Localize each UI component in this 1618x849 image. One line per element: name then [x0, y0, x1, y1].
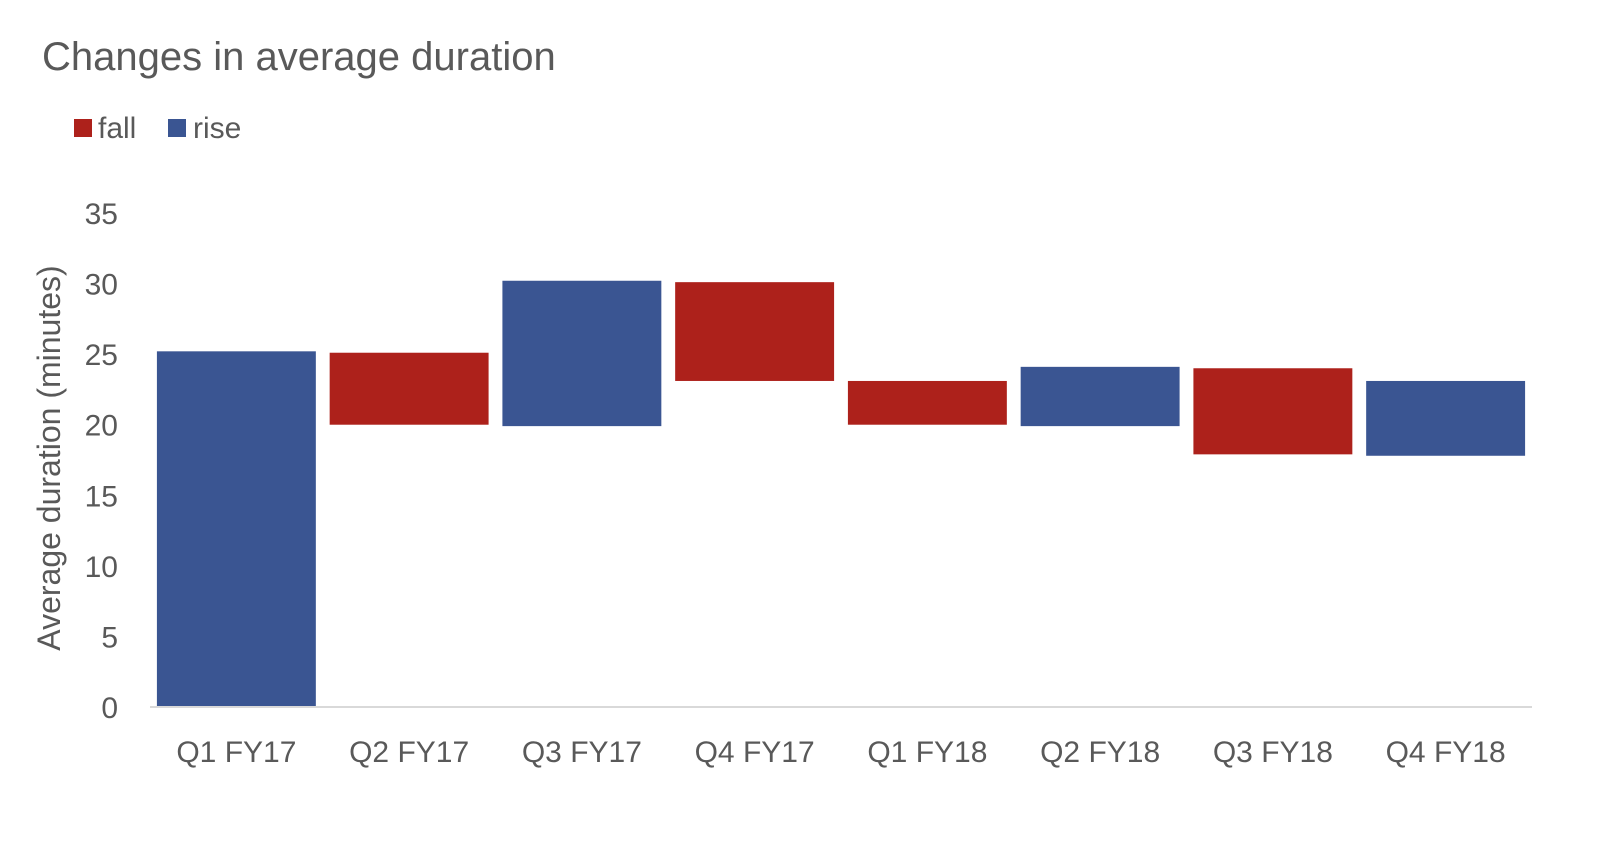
y-tick-label: 10: [85, 551, 118, 584]
bar-fall: [329, 352, 489, 425]
chart-title: Changes in average duration: [42, 35, 556, 79]
bar-rise: [1020, 366, 1180, 427]
y-tick-label: 30: [85, 269, 118, 302]
legend-label-fall: fall: [98, 112, 136, 145]
bar-fall: [675, 282, 835, 381]
y-tick-label: 35: [85, 198, 118, 231]
y-tick-label: 20: [85, 410, 118, 443]
y-axis-label: Average duration (minutes): [31, 265, 67, 650]
legend-item-rise: rise: [168, 112, 241, 145]
x-tick-label: Q2 FY18: [1040, 736, 1160, 769]
bar-fall: [847, 380, 1007, 425]
legend: fall rise: [74, 112, 241, 145]
bars: [156, 280, 1526, 707]
bar-rise: [1366, 380, 1526, 456]
legend-swatch-fall: [74, 119, 92, 137]
x-tick-label: Q4 FY18: [1386, 736, 1506, 769]
bar-rise: [156, 351, 316, 707]
y-axis-ticks: 0 5 10 15 20 25 30 35: [85, 198, 118, 725]
legend-swatch-rise: [168, 119, 186, 137]
legend-item-fall: fall: [74, 112, 136, 145]
y-tick-label: 0: [101, 692, 118, 725]
y-tick-label: 25: [85, 339, 118, 372]
x-tick-label: Q4 FY17: [695, 736, 815, 769]
x-tick-label: Q3 FY17: [522, 736, 642, 769]
x-tick-label: Q1 FY17: [176, 736, 296, 769]
x-axis-ticks: Q1 FY17 Q2 FY17 Q3 FY17 Q4 FY17 Q1 FY18 Q2 FY…: [176, 736, 1505, 769]
legend-label-rise: rise: [193, 112, 241, 145]
x-tick-label: Q1 FY18: [867, 736, 987, 769]
y-tick-label: 15: [85, 480, 118, 513]
x-tick-label: Q2 FY17: [349, 736, 469, 769]
bar-fall: [1193, 368, 1353, 455]
y-tick-label: 5: [101, 621, 118, 654]
bar-rise: [502, 280, 662, 427]
x-tick-label: Q3 FY18: [1213, 736, 1333, 769]
